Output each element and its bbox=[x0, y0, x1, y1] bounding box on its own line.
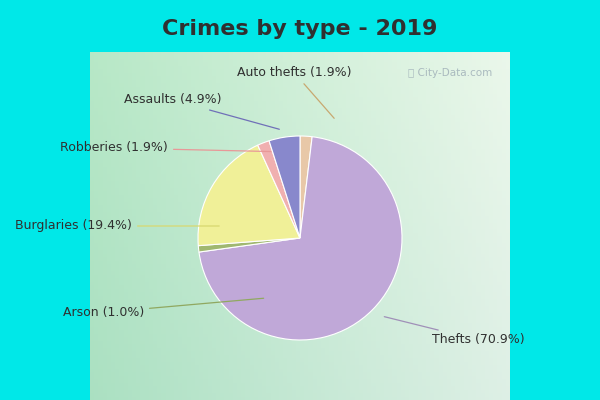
Text: Assaults (4.9%): Assaults (4.9%) bbox=[125, 94, 280, 129]
Text: ⓘ City-Data.com: ⓘ City-Data.com bbox=[408, 68, 492, 78]
Wedge shape bbox=[269, 136, 300, 238]
Text: Arson (1.0%): Arson (1.0%) bbox=[63, 298, 263, 319]
Wedge shape bbox=[198, 238, 300, 252]
Text: Thefts (70.9%): Thefts (70.9%) bbox=[384, 317, 524, 346]
Wedge shape bbox=[199, 137, 402, 340]
Wedge shape bbox=[198, 145, 300, 246]
Text: Robberies (1.9%): Robberies (1.9%) bbox=[60, 142, 271, 154]
Text: Burglaries (19.4%): Burglaries (19.4%) bbox=[15, 220, 219, 232]
Text: Crimes by type - 2019: Crimes by type - 2019 bbox=[163, 18, 437, 39]
Wedge shape bbox=[300, 136, 312, 238]
Text: Auto thefts (1.9%): Auto thefts (1.9%) bbox=[237, 66, 351, 118]
Wedge shape bbox=[258, 141, 300, 238]
